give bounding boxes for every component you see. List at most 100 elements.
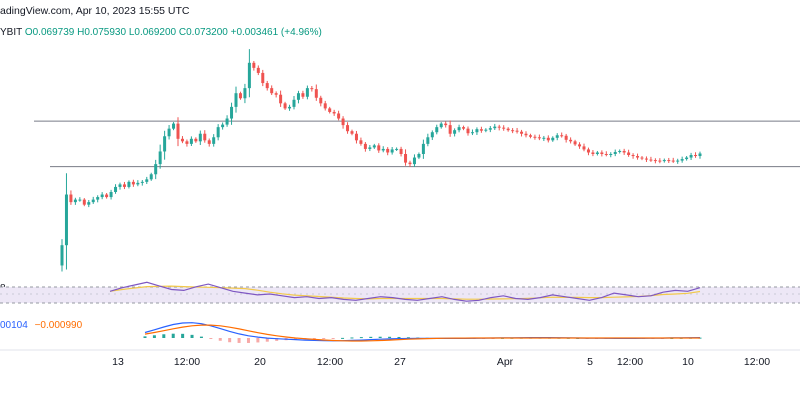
candle: [274, 91, 278, 98]
symbol-label: YBIT: [0, 27, 23, 38]
candle: [430, 130, 434, 141]
candle: [354, 130, 358, 144]
candle: [270, 85, 274, 96]
candle: [520, 129, 524, 137]
macd-bar: [331, 338, 335, 339]
candle: [698, 151, 702, 159]
candle: [114, 184, 118, 194]
candle: [288, 104, 292, 111]
candle: [390, 147, 394, 155]
candle: [172, 122, 176, 131]
candle: [109, 189, 113, 200]
change-value: +0.003461 (+4.96%): [230, 27, 322, 38]
candle: [466, 126, 470, 136]
macd-bar: [246, 338, 250, 343]
candle: [551, 136, 555, 142]
candle: [582, 143, 586, 152]
candle: [194, 137, 198, 143]
candle: [105, 193, 109, 199]
candle: [546, 135, 550, 143]
candle: [283, 101, 287, 110]
candle: [372, 143, 376, 149]
candle: [185, 139, 189, 147]
candle: [604, 151, 608, 157]
candle: [368, 144, 372, 152]
candle: [653, 158, 657, 164]
candle: [644, 156, 648, 163]
candle: [230, 102, 234, 125]
candle: [685, 156, 689, 161]
candle: [448, 120, 452, 137]
candle: [167, 125, 171, 140]
candle: [212, 134, 216, 147]
candle: [636, 153, 640, 160]
candles: [60, 49, 702, 272]
candle: [73, 197, 77, 205]
macd-bar: [397, 336, 401, 338]
candle: [537, 134, 541, 141]
macd-bar: [275, 338, 279, 341]
candle: [381, 146, 385, 153]
macd-bar: [162, 334, 166, 338]
x-tick-label: 13: [112, 356, 124, 368]
candle: [453, 128, 457, 137]
candle: [100, 192, 104, 200]
candle: [493, 123, 497, 130]
candle: [216, 124, 220, 141]
candle: [479, 126, 483, 133]
candle: [363, 142, 367, 152]
candle: [91, 196, 95, 204]
candle: [69, 190, 73, 205]
macd-bar: [322, 338, 326, 339]
candle: [408, 160, 412, 167]
macd-bar: [143, 336, 147, 338]
candle: [332, 109, 336, 116]
candle: [595, 150, 599, 156]
candle: [314, 84, 318, 101]
candle: [622, 148, 626, 155]
horizontal-levels: [34, 120, 800, 168]
candle: [296, 90, 300, 104]
candle: [136, 180, 140, 187]
candle: [118, 182, 122, 190]
candle: [658, 158, 662, 164]
candle: [252, 60, 256, 71]
candle: [426, 133, 430, 147]
candle: [319, 95, 323, 107]
candle: [600, 150, 604, 157]
candle: [256, 65, 260, 76]
candle: [515, 127, 519, 134]
candle: [689, 152, 693, 160]
candle: [417, 152, 421, 160]
x-tick-label: 10: [682, 356, 694, 368]
candle: [560, 132, 564, 138]
candle: [158, 144, 162, 169]
candle: [140, 180, 144, 186]
candle: [457, 124, 461, 133]
candle: [301, 90, 305, 99]
candle: [627, 149, 631, 157]
x-tick-label: Apr: [497, 356, 514, 368]
macd-bar: [152, 335, 156, 338]
candle: [78, 197, 82, 202]
x-tick-label: 12:00: [174, 356, 200, 368]
candle: [667, 157, 671, 164]
close-value: C0.073200: [178, 27, 228, 38]
candle: [131, 179, 135, 187]
candle: [586, 147, 590, 156]
candle: [323, 100, 327, 111]
candle: [694, 152, 698, 158]
candle: [261, 69, 265, 87]
candle: [444, 121, 448, 128]
macd-bar: [265, 338, 269, 342]
rsi-band: [0, 287, 800, 303]
x-tick-label: 5: [587, 356, 593, 368]
candle: [511, 128, 515, 134]
candle: [238, 91, 242, 100]
candle: [377, 143, 381, 153]
candle: [484, 128, 488, 133]
candle: [145, 176, 149, 184]
candle: [412, 154, 416, 167]
